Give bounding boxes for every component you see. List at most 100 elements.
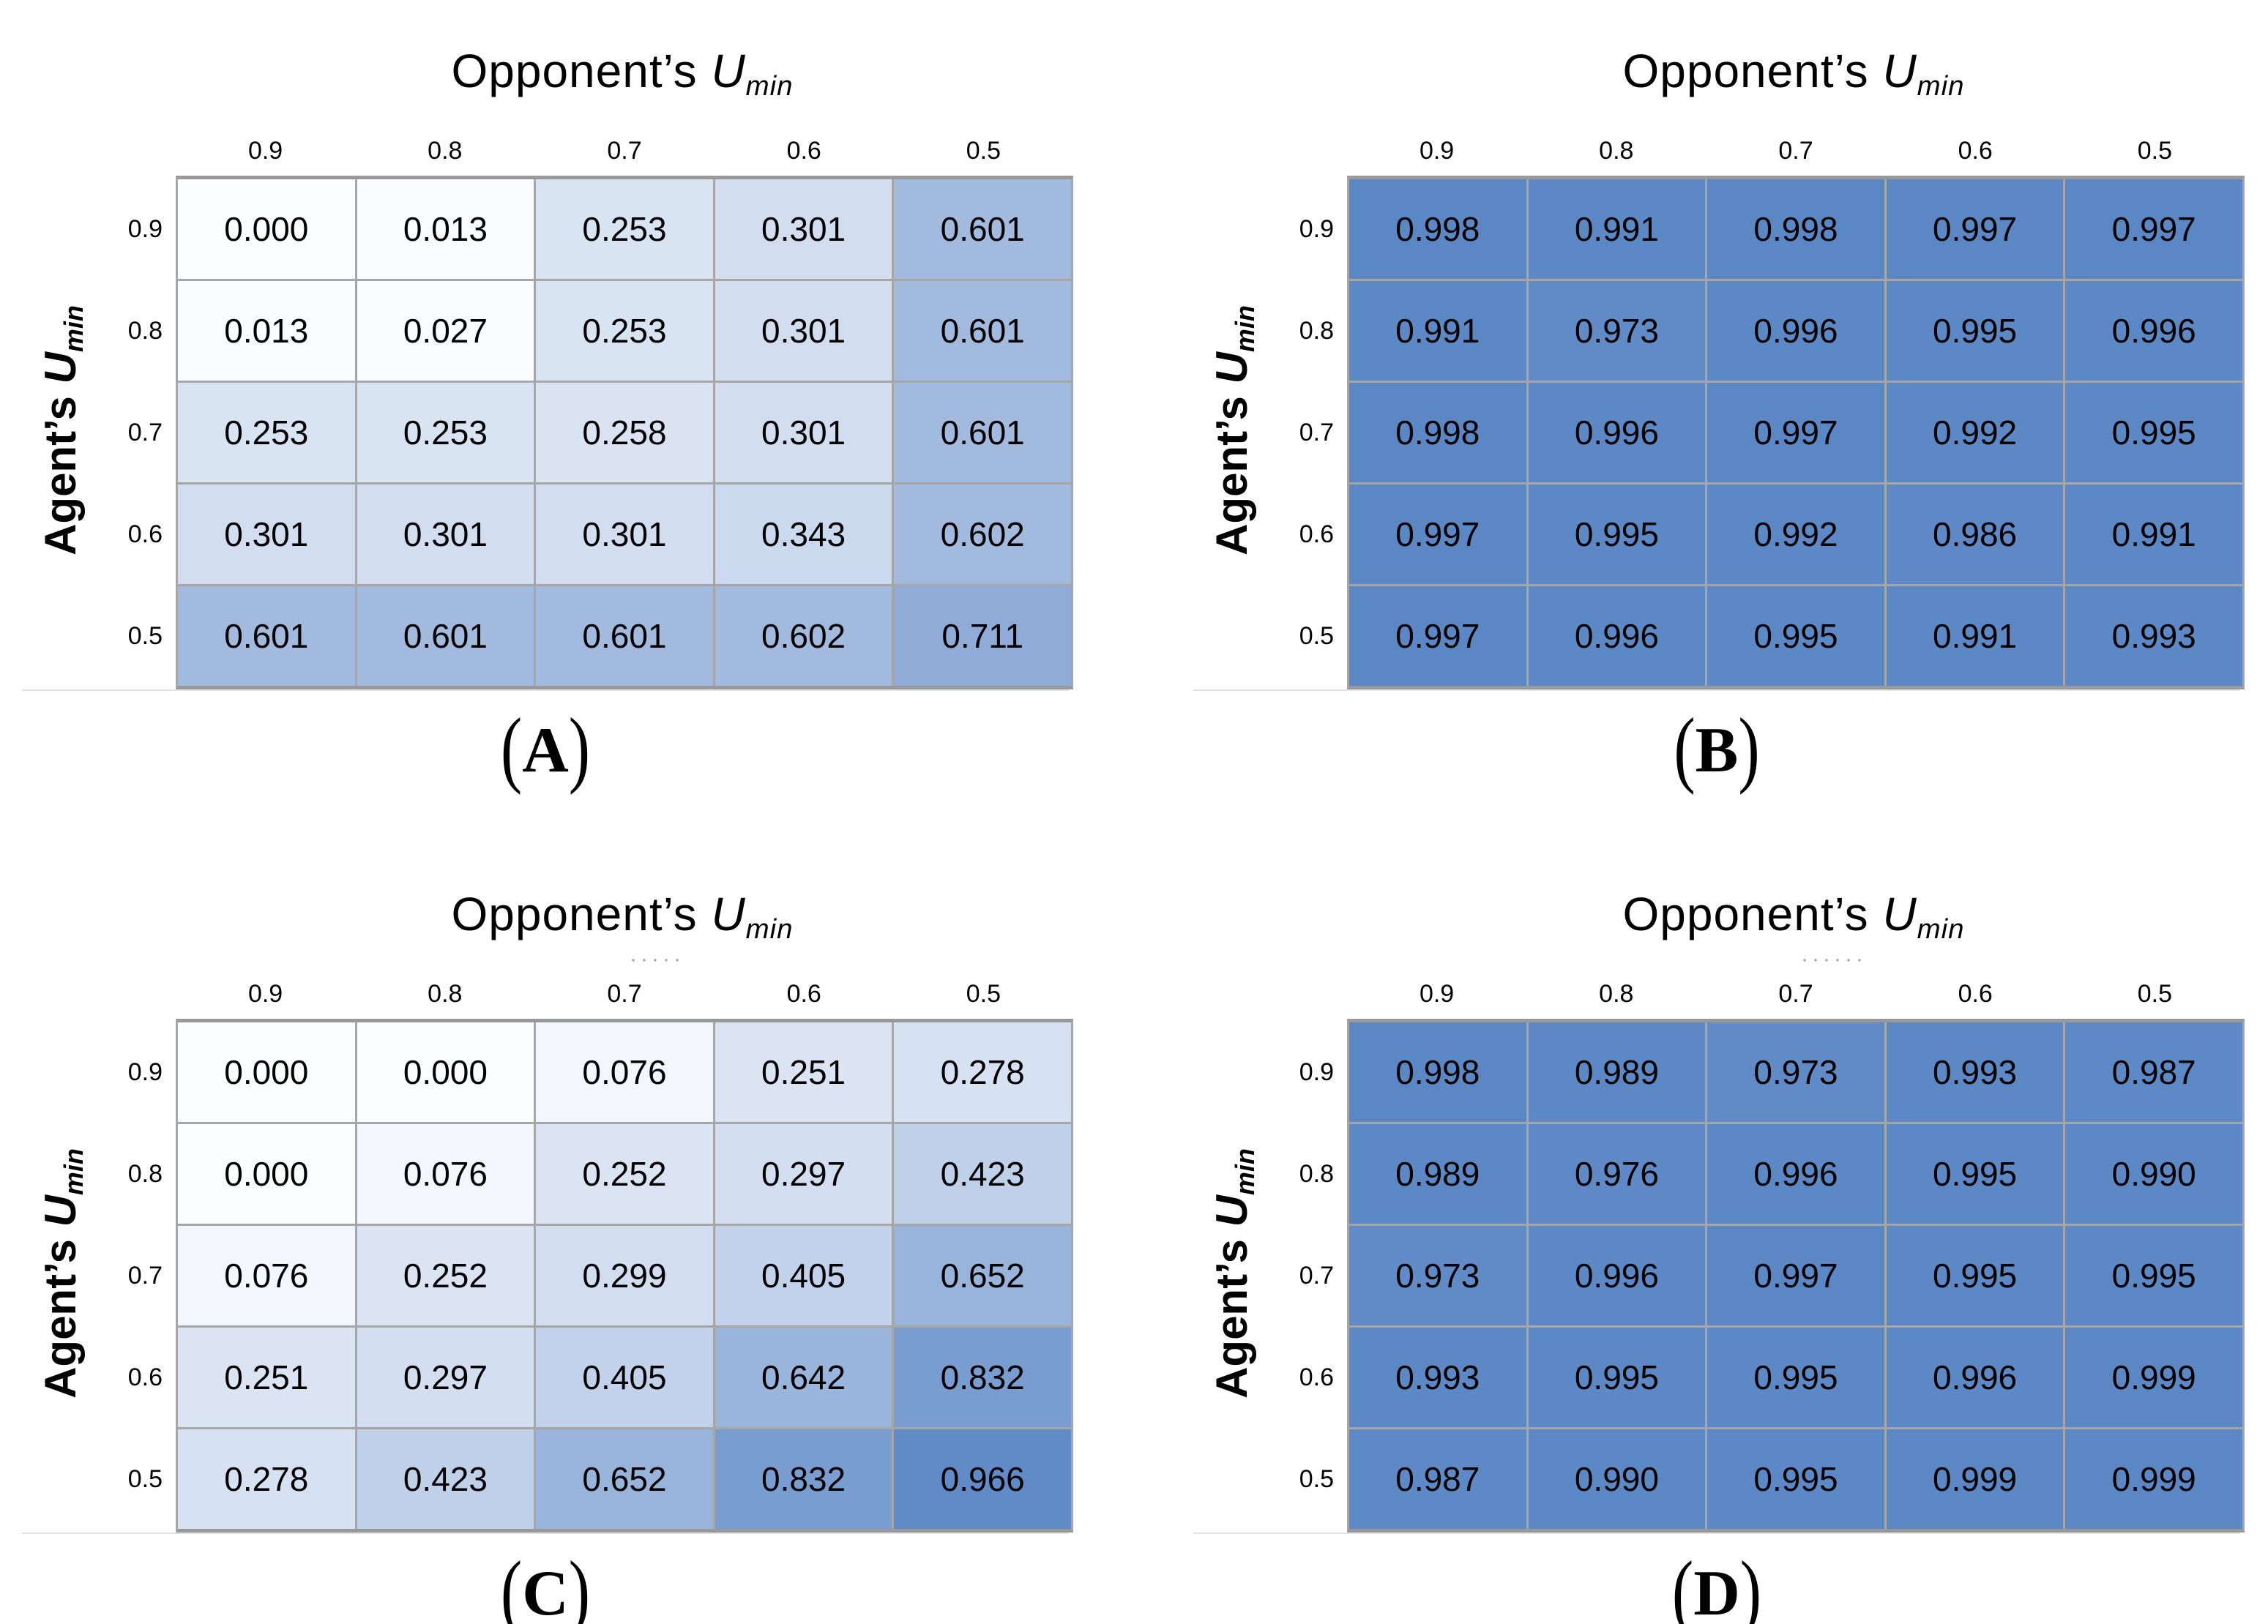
heatmap-cell: 0.278 (178, 1429, 355, 1529)
caption-paren-open: ( (500, 1545, 523, 1624)
caption-letter: B (1695, 715, 1739, 786)
heatmap-cell: 0.995 (1707, 1429, 1884, 1529)
heatmap-body: Agent’s Umin 0.9 0.8 0.7 0.6 0.5 0.998 0.991 0… (1193, 176, 2245, 691)
y-tick-label: 0.6 (1299, 1363, 1334, 1391)
heatmap-cell: 0.252 (357, 1226, 534, 1325)
x-axis-title-prefix: Opponent’s (451, 888, 712, 941)
x-axis-title-subscript: min (745, 70, 794, 102)
heatmap-cell: 0.993 (2065, 586, 2242, 686)
heatmap-cell: 0.995 (1707, 1328, 1884, 1427)
heatmap-cell: 0.996 (1886, 1328, 2064, 1427)
heatmap-cell: 0.998 (1349, 1022, 1526, 1122)
caption-paren-close: ) (568, 702, 591, 796)
heatmap-cell: 0.995 (2065, 383, 2242, 482)
heatmap-cell: 0.998 (1349, 179, 1526, 279)
heatmap-cell: 0.993 (1349, 1328, 1526, 1427)
y-tick-label: 0.8 (1299, 317, 1334, 345)
heatmap-cell: 0.000 (178, 179, 355, 279)
heatmap-cell: 0.993 (1886, 1022, 2064, 1122)
heatmap-cell: 0.990 (1528, 1429, 1706, 1529)
x-axis-title-var: U (711, 45, 746, 98)
heatmap-cell: 0.253 (536, 281, 713, 381)
heatmap-cell: 0.253 (178, 383, 355, 482)
y-tick-label: 0.7 (1299, 419, 1334, 446)
y-tick-label: 0.8 (127, 317, 163, 345)
y-tick-label: 0.7 (127, 419, 163, 446)
y-axis-title-subscript: min (59, 1148, 89, 1195)
x-tick-label: 0.9 (247, 137, 283, 165)
heatmap-cell: 0.992 (1886, 383, 2064, 482)
heatmap-cell: 0.999 (2065, 1328, 2242, 1427)
x-tick-label: 0.7 (607, 980, 642, 1008)
y-tick-label: 0.9 (127, 1058, 163, 1086)
x-axis-title-subscript: min (745, 913, 794, 945)
heatmap-cell: 0.601 (178, 586, 355, 686)
heatmap-cell: 0.992 (1707, 484, 1884, 584)
y-axis-title: Agent’s Umin (1206, 1148, 1261, 1399)
heatmap-cell: 0.996 (1707, 281, 1884, 381)
heatmap-cell: 0.000 (178, 1124, 355, 1224)
caption-letter: A (522, 715, 569, 786)
caption-paren-close: ) (568, 1545, 591, 1624)
y-tick-label: 0.5 (127, 1465, 163, 1493)
x-tick-label: 0.7 (607, 137, 642, 165)
panel-caption: (A) (22, 703, 1069, 796)
heatmap-cell: 0.343 (715, 484, 892, 584)
heatmap-cell: 0.652 (536, 1429, 713, 1529)
heatmap-cell: 0.299 (536, 1226, 713, 1325)
y-tick-label: 0.5 (1299, 622, 1334, 650)
heatmap-cell: 0.601 (536, 586, 713, 686)
y-tick-label: 0.9 (1299, 1058, 1334, 1086)
x-axis-title-b: Opponent’s Umin (1347, 22, 2240, 124)
x-tick-label: 0.6 (786, 137, 821, 165)
y-tick-label: 0.9 (127, 215, 163, 243)
heatmap-cell: 0.252 (536, 1124, 713, 1224)
heatmap-cell: 0.997 (1349, 484, 1526, 584)
x-axis-title-d: Opponent’s Umin ······ (1347, 865, 2240, 970)
heatmap-cell: 0.997 (1886, 179, 2064, 279)
x-tick-label: 0.8 (1599, 137, 1634, 165)
caption-paren-close: ) (1738, 702, 1760, 796)
y-tick-label: 0.6 (127, 520, 163, 548)
x-tick-label: 0.5 (2137, 137, 2173, 165)
y-tick-label: 0.5 (127, 622, 163, 650)
heatmap-cell: 0.998 (1349, 383, 1526, 482)
heatmap-cell: 0.301 (715, 179, 892, 279)
x-axis-title-text: Opponent’s Umin (451, 887, 793, 946)
caption-paren-open: ( (500, 702, 523, 796)
x-axis-title-a: Opponent’s Umin (176, 22, 1069, 124)
y-tick-labels: 0.9 0.8 0.7 0.6 0.5 (102, 1019, 176, 1530)
panel-caption: (C) (22, 1546, 1069, 1624)
heatmap-grid: 0.998 0.989 0.973 0.993 0.987 0.989 0.976 0.996… (1347, 1019, 2245, 1533)
x-tick-label: 0.8 (1599, 980, 1634, 1008)
heatmap-cell: 0.423 (894, 1124, 1071, 1224)
heatmap-cell: 0.996 (1707, 1124, 1884, 1224)
caption-paren-open: ( (1671, 1545, 1694, 1624)
x-axis-title-prefix: Opponent’s (1622, 45, 1883, 98)
x-axis-title-subscript: min (1917, 70, 1965, 102)
heatmap-cell: 0.652 (894, 1226, 1071, 1325)
heatmap-cell: 0.999 (2065, 1429, 2242, 1529)
x-axis-title-prefix: Opponent’s (451, 45, 712, 98)
x-axis-title-text: Opponent’s Umin (1622, 887, 1964, 946)
heatmap-cell: 0.301 (357, 484, 534, 584)
heatmap-cell: 0.297 (715, 1124, 892, 1224)
x-tick-labels: 0.9 0.8 0.7 0.6 0.5 (1347, 124, 2245, 176)
panel-b: Opponent’s Umin 0.9 0.8 0.7 0.6 0.5 Agent’s … (1193, 22, 2245, 796)
x-tick-label: 0.9 (1419, 980, 1455, 1008)
x-tick-label: 0.9 (1419, 137, 1455, 165)
heatmap-cell: 0.991 (1528, 179, 1706, 279)
heatmap-cell: 0.832 (894, 1328, 1071, 1427)
heatmap-cell: 0.995 (2065, 1226, 2242, 1325)
y-axis-title-prefix: Agent’s (35, 383, 85, 555)
heatmap-cell: 0.297 (357, 1328, 534, 1427)
panel-c: Opponent’s Umin ····· 0.9 0.8 0.7 0.6 0.5 Ag… (22, 865, 1073, 1624)
heatmap-cell: 0.405 (715, 1226, 892, 1325)
heatmap-cell: 0.989 (1349, 1124, 1526, 1224)
caption-paren-open: ( (1674, 702, 1696, 796)
heatmap-cell: 0.996 (1528, 383, 1706, 482)
heatmap-cell: 0.991 (1349, 281, 1526, 381)
panel-caption: (D) (1193, 1546, 2240, 1624)
x-axis-title-var: U (1882, 45, 1917, 98)
x-tick-labels: 0.9 0.8 0.7 0.6 0.5 (176, 968, 1073, 1019)
